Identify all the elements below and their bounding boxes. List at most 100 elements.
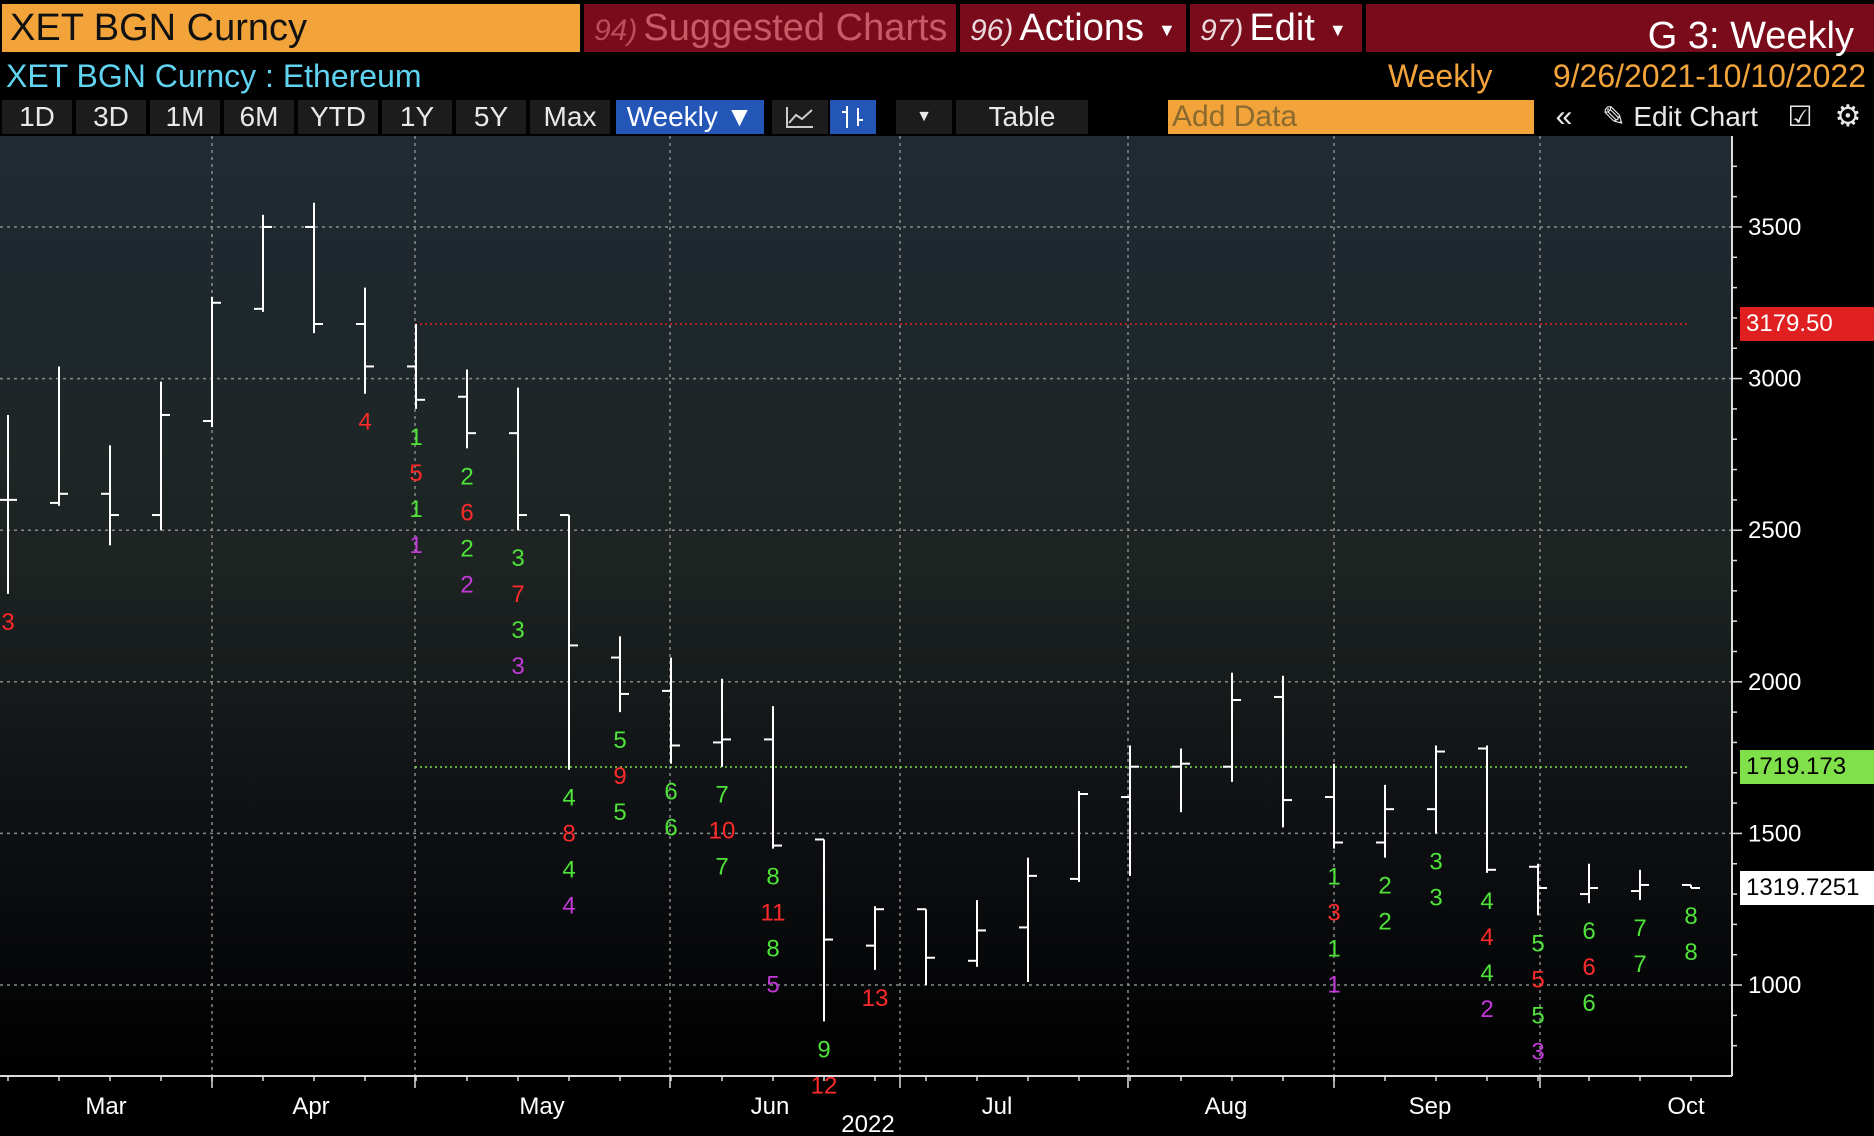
edit-menu-button[interactable]: 97) Edit ▼ bbox=[1190, 4, 1362, 52]
x-tick-label: Apr bbox=[292, 1093, 329, 1120]
ohlc-bar bbox=[1580, 863, 1598, 904]
td-count-label: 6 bbox=[664, 779, 677, 806]
ohlc-bar bbox=[152, 381, 170, 531]
td-count-label: 5 bbox=[1531, 1002, 1544, 1029]
add-data-input[interactable] bbox=[1168, 100, 1534, 134]
td-count-label: 8 bbox=[562, 821, 575, 848]
edit-note-icon[interactable]: ☑ bbox=[1780, 100, 1820, 134]
actions-menu-button[interactable]: 96) Actions ▼ bbox=[960, 4, 1186, 52]
collapse-icon[interactable]: « bbox=[1544, 100, 1584, 134]
ohlc-bar bbox=[203, 296, 221, 428]
ohlc-bar bbox=[254, 214, 272, 312]
bar-chart-icon bbox=[842, 106, 863, 128]
period-6m-button[interactable]: 6M bbox=[224, 100, 294, 134]
td-count-label: 2 bbox=[460, 463, 473, 490]
td-count-label: 4 bbox=[1480, 960, 1493, 987]
ticker-field[interactable]: XET BGN Curncy bbox=[2, 4, 580, 52]
period-1m-button[interactable]: 1M bbox=[150, 100, 220, 134]
menu-label: Actions bbox=[1019, 7, 1144, 49]
ohlc-bar bbox=[509, 387, 527, 531]
edit-chart-button[interactable]: ✎ Edit Chart bbox=[1594, 100, 1766, 134]
td-count-label: 3 bbox=[511, 653, 524, 680]
td-count-label: 6 bbox=[1582, 918, 1595, 945]
td-count-label: 7 bbox=[1633, 951, 1646, 978]
ohlc-bar bbox=[305, 202, 323, 334]
td-count-label: 5 bbox=[613, 727, 626, 754]
td-count-label: 1 bbox=[1327, 972, 1340, 999]
menu-label: Edit bbox=[1249, 7, 1315, 49]
ohlc-bar bbox=[611, 636, 629, 713]
x-tick-label: Sep bbox=[1409, 1093, 1452, 1120]
y-tick-label: 3500 bbox=[1748, 214, 1801, 241]
td-count-label: 4 bbox=[358, 409, 371, 436]
x-tick-label: Jun bbox=[751, 1093, 790, 1120]
graph-title: G 3: Weekly bbox=[1647, 15, 1854, 57]
gear-icon[interactable]: ⚙ bbox=[1826, 100, 1870, 134]
td-count-label: 7 bbox=[511, 581, 524, 608]
period-ytd-button[interactable]: YTD bbox=[298, 100, 378, 134]
td-count-label: 8 bbox=[766, 936, 779, 963]
pencil-icon: ✎ bbox=[1602, 101, 1626, 132]
td-count-label: 3 bbox=[1327, 900, 1340, 927]
td-count-label: 4 bbox=[562, 785, 575, 812]
td-count-label: 5 bbox=[409, 460, 422, 487]
td-count-label: 5 bbox=[1531, 930, 1544, 957]
ohlc-bar bbox=[1172, 748, 1190, 813]
ohlc-bar bbox=[101, 445, 119, 546]
date-range[interactable]: 9/26/2021-10/10/2022 bbox=[1552, 58, 1866, 94]
period-3d-button[interactable]: 3D bbox=[76, 100, 146, 134]
dropdown-caret-icon[interactable]: ▼ bbox=[896, 100, 952, 134]
ohlc-bar bbox=[917, 908, 935, 986]
td-count-label: 3 bbox=[1429, 848, 1442, 875]
bar-chart-button[interactable] bbox=[830, 100, 876, 134]
ohlc-bar bbox=[968, 900, 986, 967]
ohlc-bar bbox=[815, 838, 833, 1022]
td-count-label: 3 bbox=[1, 609, 14, 636]
td-count-label: 6 bbox=[1582, 954, 1595, 981]
ohlc-bar bbox=[764, 706, 782, 849]
td-count-label: 3 bbox=[511, 617, 524, 644]
td-count-label: 7 bbox=[1633, 915, 1646, 942]
td-count-label: 7 bbox=[715, 854, 728, 881]
ohlc-bar bbox=[1121, 745, 1139, 876]
ohlc-bar bbox=[1631, 869, 1649, 901]
toolbar: 1D 3D 1M 6M YTD 1Y 5Y Max Weekly ▼ ▼ Tab… bbox=[0, 98, 1874, 136]
line-chart-button[interactable] bbox=[772, 100, 828, 134]
td-count-label: 1 bbox=[409, 424, 422, 451]
y-tick-label: 2000 bbox=[1748, 669, 1801, 696]
ohlc-bar bbox=[1529, 863, 1547, 916]
td-count-label: 2 bbox=[1378, 909, 1391, 936]
td-count-label: 1 bbox=[409, 496, 422, 523]
period-1y-button[interactable]: 1Y bbox=[382, 100, 452, 134]
ohlc-bar bbox=[50, 366, 68, 506]
td-count-label: 6 bbox=[460, 499, 473, 526]
ohlc-bar bbox=[1325, 763, 1343, 849]
period-1d-button[interactable]: 1D bbox=[2, 100, 72, 134]
td-count-label: 6 bbox=[664, 815, 677, 842]
td-count-label: 3 bbox=[1429, 884, 1442, 911]
td-count-label: 4 bbox=[1480, 888, 1493, 915]
y-tick-label: 1000 bbox=[1748, 972, 1801, 999]
reference-price-tag: 3179.50 bbox=[1740, 307, 1874, 342]
ohlc-bar bbox=[662, 657, 680, 764]
menu-number: 94) bbox=[594, 14, 638, 47]
period-label: Weekly bbox=[1388, 58, 1493, 94]
menu-number: 97) bbox=[1200, 14, 1244, 47]
line-chart-icon bbox=[786, 107, 813, 128]
table-button[interactable]: Table bbox=[956, 100, 1088, 134]
period-5y-button[interactable]: 5Y bbox=[456, 100, 526, 134]
suggested-charts-button[interactable]: 94) Suggested Charts bbox=[584, 4, 956, 52]
td-count-label: 3 bbox=[511, 545, 524, 572]
x-tick-label: Jul bbox=[982, 1093, 1013, 1120]
td-count-label: 5 bbox=[766, 972, 779, 999]
ohlc-bar bbox=[866, 906, 884, 970]
ohlc-bar bbox=[1682, 883, 1700, 889]
td-count-label: 2 bbox=[460, 571, 473, 598]
ohlc-bar bbox=[1427, 745, 1445, 834]
period-max-button[interactable]: Max bbox=[530, 100, 610, 134]
td-count-label: 2 bbox=[1378, 873, 1391, 900]
y-tick-label: 2500 bbox=[1748, 517, 1801, 544]
ohlc-bar bbox=[1223, 672, 1241, 782]
frequency-dropdown[interactable]: Weekly ▼ bbox=[616, 100, 764, 134]
ohlc-bar bbox=[0, 414, 17, 594]
